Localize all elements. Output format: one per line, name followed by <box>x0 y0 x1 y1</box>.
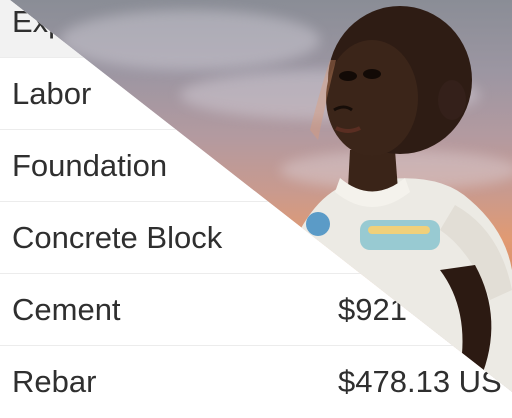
table-row: Concrete Block <box>0 202 512 274</box>
expense-label: Concrete Block <box>12 219 223 255</box>
expense-label: Labor <box>12 75 92 111</box>
expense-amount: $478.13 US <box>338 363 502 399</box>
expense-label: Cement <box>12 291 121 327</box>
expense-label: Rebar <box>12 363 97 399</box>
table-row: Foundation <box>0 130 512 202</box>
table-row: Rebar $478.13 US <box>0 346 512 400</box>
table-row: Labor <box>0 58 512 130</box>
expense-label: Foundation <box>12 147 168 183</box>
hero-photo <box>10 0 512 392</box>
